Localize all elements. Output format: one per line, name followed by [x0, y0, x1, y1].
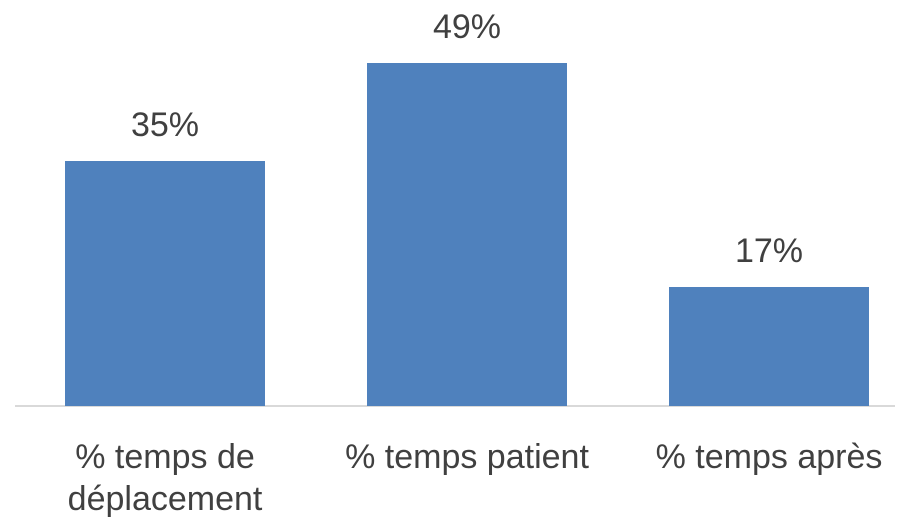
x-tick-label: % temps après [655, 438, 883, 476]
x-tick-label: % temps patient [345, 438, 589, 476]
bar [367, 63, 567, 406]
data-label: 35% [130, 106, 200, 144]
bar [669, 287, 869, 406]
x-axis-line [15, 405, 895, 407]
x-tick-label: % temps de déplacement [67, 438, 263, 518]
data-label: 49% [432, 8, 502, 46]
bar [65, 161, 265, 406]
data-label: 17% [734, 232, 804, 270]
